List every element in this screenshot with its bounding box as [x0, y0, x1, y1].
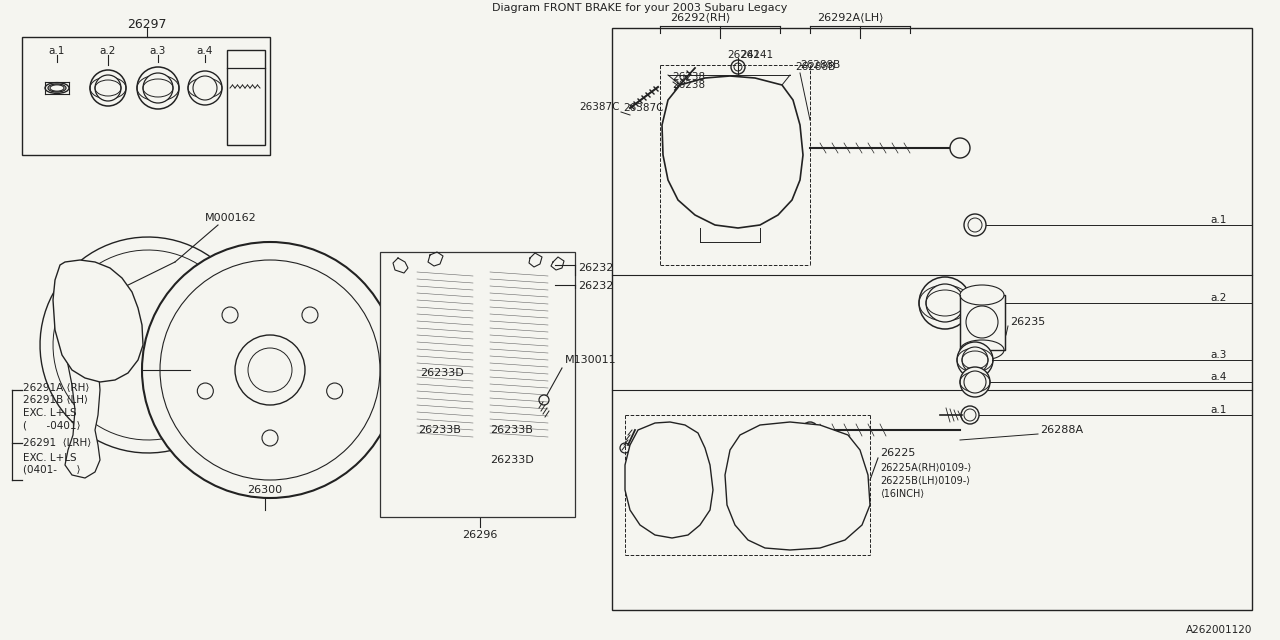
Ellipse shape: [803, 422, 818, 438]
Ellipse shape: [193, 76, 218, 100]
Text: 26232: 26232: [579, 281, 613, 291]
Text: 26291B ⟨LH⟩: 26291B ⟨LH⟩: [23, 395, 88, 405]
Bar: [960, 295, 1005, 350]
Text: EXC. L+LS: EXC. L+LS: [23, 453, 77, 463]
Text: a.4: a.4: [197, 46, 214, 56]
Polygon shape: [389, 268, 416, 418]
Circle shape: [73, 288, 116, 332]
Text: 26296: 26296: [462, 530, 498, 540]
Text: ⟨16INCH⟩: ⟨16INCH⟩: [881, 489, 924, 499]
Bar: [745, 458, 835, 516]
Text: 26291  ⟨LRH⟩: 26291 ⟨LRH⟩: [23, 438, 91, 448]
Text: 26288B: 26288B: [795, 62, 836, 72]
Ellipse shape: [957, 342, 993, 378]
Text: M000162: M000162: [205, 213, 257, 223]
Text: 26288A: 26288A: [1039, 425, 1083, 435]
Text: a.1: a.1: [1210, 215, 1226, 225]
Text: 26241: 26241: [727, 50, 760, 60]
Bar: [22, 37, 270, 155]
Text: 26291A ⟨RH⟩: 26291A ⟨RH⟩: [23, 383, 90, 393]
Text: 26233D: 26233D: [420, 368, 463, 378]
Ellipse shape: [960, 285, 1004, 305]
Bar: [380, 252, 575, 517]
Text: 26233D: 26233D: [490, 455, 534, 465]
Text: 26292⟨RH⟩: 26292⟨RH⟩: [669, 12, 730, 22]
Ellipse shape: [142, 242, 398, 498]
Text: 26292A⟨LH⟩: 26292A⟨LH⟩: [817, 12, 883, 22]
Text: 26387C: 26387C: [580, 102, 620, 112]
Text: 26235: 26235: [1010, 317, 1046, 327]
Polygon shape: [662, 76, 803, 228]
Text: 26238: 26238: [672, 80, 705, 90]
Text: a.3: a.3: [1210, 350, 1226, 360]
Polygon shape: [410, 268, 477, 440]
Ellipse shape: [964, 371, 986, 393]
Circle shape: [765, 462, 815, 512]
Polygon shape: [625, 422, 713, 538]
Text: a.4: a.4: [1210, 372, 1226, 382]
Text: Diagram FRONT BRAKE for your 2003 Subaru Legacy: Diagram FRONT BRAKE for your 2003 Subaru…: [493, 3, 787, 13]
Text: 26225: 26225: [881, 448, 915, 458]
Text: EXC. L+LS: EXC. L+LS: [23, 408, 77, 418]
Ellipse shape: [90, 70, 125, 106]
Polygon shape: [65, 290, 105, 478]
Circle shape: [724, 122, 785, 182]
Ellipse shape: [137, 67, 179, 109]
Text: a.2: a.2: [1210, 293, 1226, 303]
Ellipse shape: [950, 138, 970, 158]
Ellipse shape: [919, 277, 972, 329]
Text: 26225A⟨RH⟩0109-⟩: 26225A⟨RH⟩0109-⟩: [881, 463, 972, 473]
Text: (0401-      ⟩: (0401- ⟩: [23, 465, 81, 475]
Ellipse shape: [963, 347, 988, 373]
Text: 26387C: 26387C: [623, 103, 663, 113]
Bar: [227, 50, 265, 145]
Circle shape: [648, 458, 692, 502]
Text: 26233B: 26233B: [419, 425, 461, 435]
Polygon shape: [52, 260, 143, 382]
Circle shape: [687, 122, 748, 182]
Circle shape: [964, 214, 986, 236]
Text: 26225B⟨LH⟩0109-⟩: 26225B⟨LH⟩0109-⟩: [881, 476, 970, 486]
Text: 26233B: 26233B: [490, 425, 532, 435]
Polygon shape: [724, 422, 870, 550]
Ellipse shape: [95, 75, 122, 101]
Text: a.3: a.3: [150, 46, 166, 56]
Bar: [612, 28, 1252, 610]
Text: a.1: a.1: [49, 46, 65, 56]
Circle shape: [961, 406, 979, 424]
Text: 26288B: 26288B: [800, 60, 840, 70]
Text: (      -0401⟩: ( -0401⟩: [23, 420, 81, 430]
Circle shape: [102, 314, 134, 346]
Ellipse shape: [960, 367, 989, 397]
Text: A262001120: A262001120: [1185, 625, 1252, 635]
Ellipse shape: [143, 73, 173, 103]
Text: 26232: 26232: [579, 263, 613, 273]
Ellipse shape: [925, 284, 964, 322]
Polygon shape: [483, 268, 550, 440]
Text: 26241: 26241: [740, 50, 773, 60]
Text: 26238: 26238: [672, 72, 705, 82]
Text: a.2: a.2: [100, 46, 116, 56]
Text: 26300: 26300: [247, 485, 283, 495]
Ellipse shape: [188, 71, 221, 105]
Text: a.1: a.1: [1210, 405, 1226, 415]
Text: 26297: 26297: [127, 19, 166, 31]
Text: M130011: M130011: [564, 355, 617, 365]
